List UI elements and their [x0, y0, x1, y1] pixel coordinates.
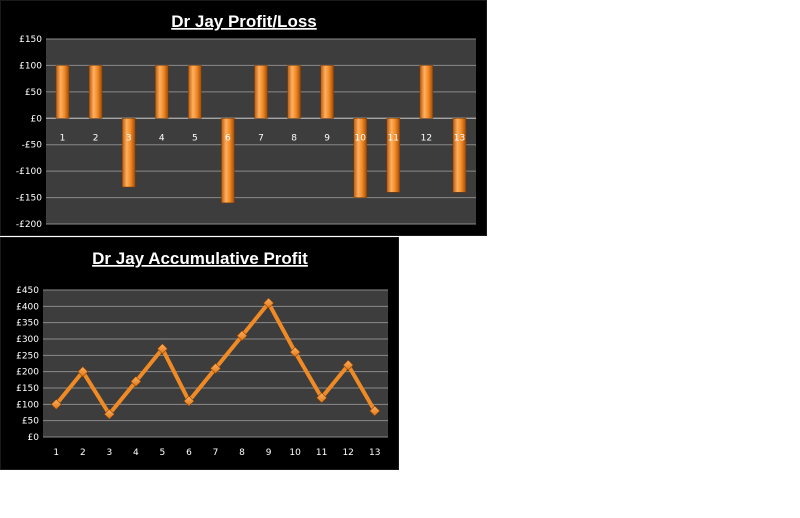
x-tick-label: 10 [355, 133, 367, 143]
x-tick-label: 3 [126, 133, 132, 143]
x-tick-label: 13 [454, 133, 465, 143]
x-tick-label: 12 [342, 448, 353, 458]
x-tick-label: 9 [324, 133, 330, 143]
y-tick-label: £200 [16, 368, 39, 378]
bar [386, 118, 401, 193]
y-tick-label: -£200 [16, 220, 42, 230]
y-tick-label: £400 [16, 302, 39, 312]
x-tick-label: 5 [192, 133, 198, 143]
y-tick-label: £50 [22, 417, 39, 427]
data-point-marker [210, 362, 221, 374]
bar [419, 65, 434, 119]
x-tick-label: 13 [369, 448, 380, 458]
bar [55, 65, 70, 119]
bar [320, 65, 334, 119]
x-tick-label: 5 [160, 448, 166, 458]
chart-title: Dr Jay Accumulative Profit [92, 249, 308, 268]
data-point-marker [316, 392, 328, 404]
bar [88, 65, 103, 119]
data-point-marker [50, 398, 62, 410]
x-tick-label: 1 [53, 448, 59, 458]
y-tick-label: £150 [19, 35, 42, 45]
x-tick-label: 4 [159, 133, 165, 143]
bar [287, 65, 301, 119]
y-tick-label: £50 [25, 88, 42, 98]
x-tick-label: 11 [388, 133, 399, 143]
chart-title: Dr Jay Profit/Loss [171, 12, 317, 31]
x-tick-label: 7 [213, 448, 219, 458]
x-tick-label: 8 [291, 133, 297, 143]
data-point-marker [130, 376, 142, 387]
x-tick-label: 2 [93, 133, 99, 143]
x-tick-label: 3 [106, 448, 112, 458]
bar [121, 118, 136, 188]
data-point-marker [289, 346, 301, 358]
data-point-marker [236, 330, 248, 342]
data-point-marker [263, 297, 275, 309]
bar [254, 65, 268, 119]
bar [452, 118, 467, 193]
x-tick-label: 12 [421, 133, 432, 143]
y-tick-label: £100 [16, 400, 39, 410]
x-tick-label: 4 [133, 448, 139, 458]
y-tick-label: £0 [31, 114, 43, 124]
y-tick-label: £450 [16, 286, 39, 296]
data-point-marker [156, 343, 168, 355]
data-point-marker [103, 408, 115, 420]
data-point-marker [369, 405, 381, 417]
bar [155, 65, 169, 119]
y-tick-label: -£100 [16, 167, 42, 177]
accumulative-profit-chart: Dr Jay Accumulative Profit £450 £400 £350 £… [0, 237, 399, 470]
bar [221, 118, 235, 204]
y-tick-label: £300 [16, 335, 39, 345]
profit-loss-chart-svg: Dr Jay Profit/Loss £150 £100 £50 £0 -£50 -£10… [16, 12, 476, 230]
data-point-marker [342, 359, 354, 371]
y-tick-label: £250 [16, 351, 39, 361]
x-tick-label: 2 [80, 448, 86, 458]
x-tick-label: 9 [266, 448, 272, 458]
profit-loss-chart: Dr Jay Profit/Loss £150 £100 £50 £0 -£50 -£10… [0, 0, 487, 236]
data-point-marker [183, 395, 195, 407]
x-tick-label: 8 [239, 448, 245, 458]
y-tick-label: £350 [16, 319, 39, 329]
y-tick-label: -£50 [22, 141, 43, 151]
x-tick-label: 10 [289, 448, 301, 458]
y-tick-label: £150 [16, 384, 39, 394]
accumulative-profit-chart-svg: Dr Jay Accumulative Profit £450 £400 £350 £… [16, 249, 388, 458]
y-tick-label: -£150 [16, 194, 42, 204]
x-tick-label: 7 [258, 133, 264, 143]
bar [188, 65, 202, 119]
x-tick-label: 6 [225, 133, 231, 143]
x-tick-label: 6 [186, 448, 192, 458]
y-tick-label: £0 [28, 433, 40, 443]
data-point-marker [77, 366, 89, 378]
x-tick-label: 11 [316, 448, 327, 458]
y-tick-label: £100 [19, 61, 42, 71]
bar [353, 118, 367, 198]
x-tick-label: 1 [60, 133, 66, 143]
